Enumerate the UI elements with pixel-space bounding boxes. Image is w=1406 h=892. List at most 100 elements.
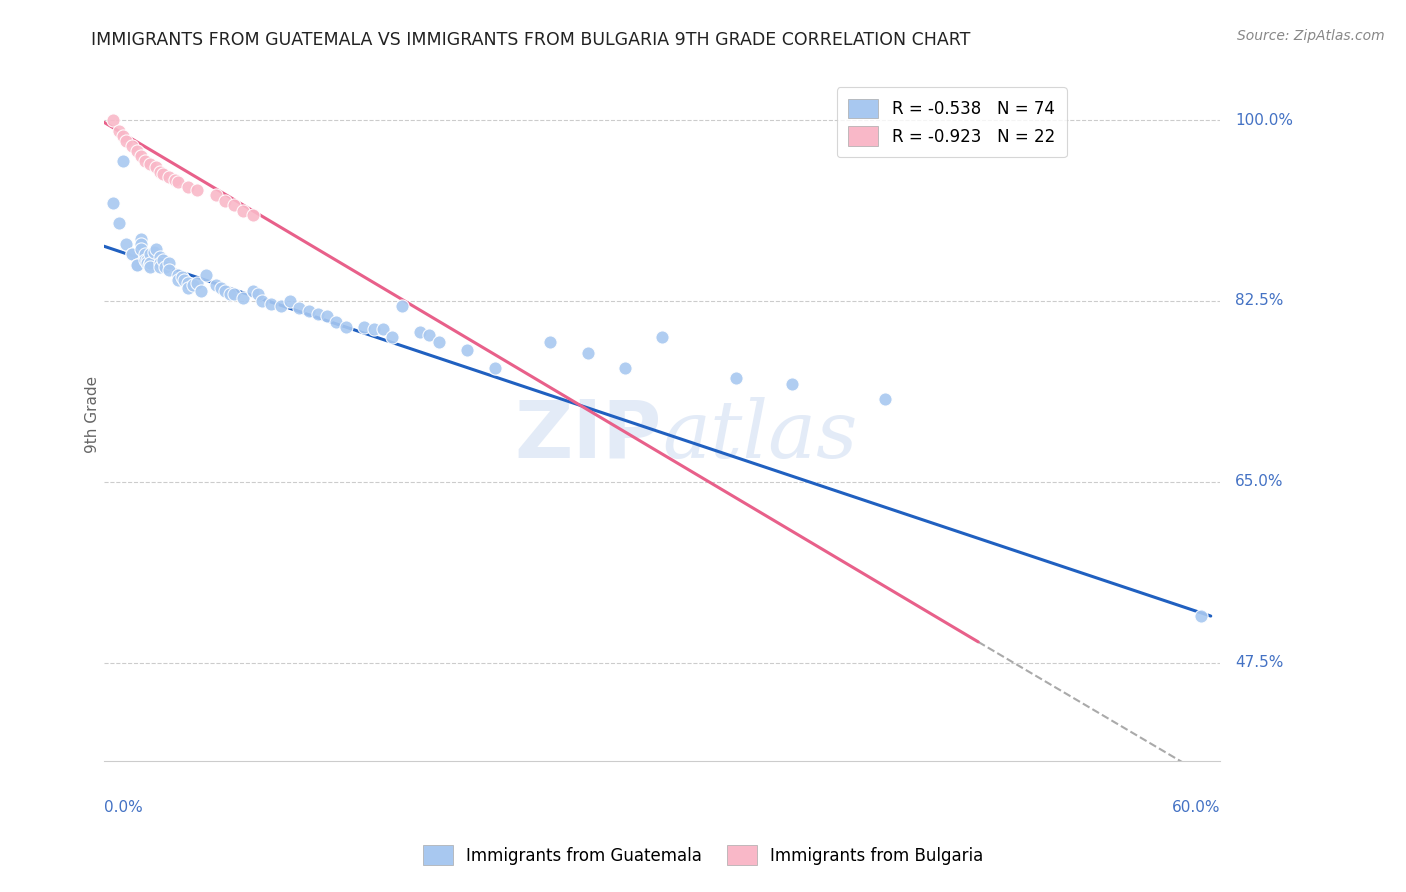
Point (651, 330, 673, 344)
Point (121, 247, 143, 261)
Point (325, 315, 347, 329)
Point (176, 280, 198, 294)
Point (176, 180, 198, 194)
Point (186, 277, 208, 291)
Text: 100.0%: 100.0% (1234, 112, 1294, 128)
Point (371, 322, 394, 336)
Point (297, 304, 319, 318)
Point (363, 322, 385, 336)
Point (613, 361, 636, 376)
Text: ZIP: ZIP (515, 396, 662, 475)
Point (232, 204, 254, 219)
Point (134, 247, 156, 261)
Point (190, 284, 212, 298)
Point (129, 237, 152, 252)
Point (107, 123, 129, 137)
Point (163, 173, 186, 187)
Point (149, 256, 172, 270)
Legend: R = -0.538   N = 74, R = -0.923   N = 22: R = -0.538 N = 74, R = -0.923 N = 22 (837, 87, 1067, 157)
Text: 0.0%: 0.0% (104, 799, 142, 814)
Point (170, 270, 193, 285)
Point (129, 232, 152, 246)
Point (107, 217, 129, 231)
Point (247, 286, 270, 301)
Point (288, 301, 311, 316)
Point (335, 319, 357, 334)
Point (242, 284, 264, 298)
Point (155, 260, 177, 274)
Point (456, 343, 478, 357)
Point (307, 307, 329, 321)
Point (135, 256, 157, 270)
Point (576, 345, 599, 359)
Point (204, 187, 226, 202)
Point (134, 252, 156, 267)
Point (214, 284, 236, 298)
Point (149, 250, 172, 264)
Point (139, 156, 162, 170)
Point (725, 371, 748, 385)
Point (127, 144, 149, 158)
Point (538, 335, 561, 350)
Point (135, 252, 157, 267)
Point (129, 242, 152, 256)
Point (115, 134, 138, 148)
Text: 65.0%: 65.0% (1234, 475, 1284, 489)
Point (173, 273, 195, 287)
Point (242, 208, 264, 222)
Point (204, 278, 226, 293)
Point (139, 256, 162, 270)
Text: Source: ZipAtlas.com: Source: ZipAtlas.com (1237, 29, 1385, 43)
Point (138, 258, 160, 272)
Point (214, 194, 236, 208)
Point (103, 113, 125, 128)
Y-axis label: 9th Grade: 9th Grade (86, 376, 100, 453)
Point (875, 392, 897, 406)
Point (780, 376, 803, 391)
Point (176, 277, 198, 291)
Point (139, 247, 162, 261)
Point (209, 280, 232, 294)
Point (111, 154, 134, 169)
Point (121, 247, 143, 261)
Point (353, 319, 375, 334)
Point (145, 160, 167, 174)
Point (103, 195, 125, 210)
Point (391, 299, 413, 313)
Point (381, 330, 404, 344)
Point (181, 278, 204, 293)
Point (127, 258, 149, 272)
Text: atlas: atlas (662, 397, 858, 475)
Point (157, 263, 180, 277)
Point (484, 361, 506, 376)
Point (224, 198, 246, 212)
Point (134, 154, 156, 169)
Point (219, 286, 242, 301)
Text: IMMIGRANTS FROM GUATEMALA VS IMMIGRANTS FROM BULGARIA 9TH GRADE CORRELATION CHAR: IMMIGRANTS FROM GUATEMALA VS IMMIGRANTS … (91, 31, 970, 49)
Point (115, 237, 138, 252)
Point (139, 260, 162, 274)
Point (143, 245, 166, 260)
Point (278, 293, 301, 308)
Point (418, 328, 440, 343)
Point (111, 128, 134, 143)
Point (195, 268, 218, 282)
Point (409, 325, 432, 339)
Point (250, 293, 273, 308)
Point (152, 167, 174, 181)
Point (167, 273, 190, 287)
Point (1191, 609, 1213, 624)
Point (167, 268, 190, 282)
Point (260, 297, 283, 311)
Text: 47.5%: 47.5% (1234, 655, 1284, 670)
Point (127, 258, 149, 272)
Point (152, 252, 174, 267)
Legend: Immigrants from Guatemala, Immigrants from Bulgaria: Immigrants from Guatemala, Immigrants fr… (412, 836, 994, 875)
Point (232, 291, 254, 305)
Point (270, 299, 292, 313)
Point (129, 149, 152, 163)
Point (149, 260, 172, 274)
Point (316, 310, 339, 324)
Point (157, 256, 180, 270)
Point (186, 183, 208, 197)
